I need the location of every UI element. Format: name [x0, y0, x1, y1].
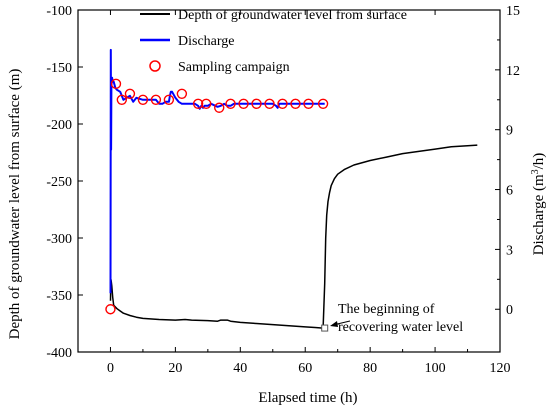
sampling-point: [192, 98, 204, 109]
annotation-arrowhead: [330, 321, 338, 327]
sampling-point: [225, 98, 236, 109]
x-tick-label: 20: [168, 361, 182, 376]
y-left-tick-label: -300: [46, 232, 72, 247]
sampling-point: [238, 98, 249, 109]
y-left-tick-label: -400: [46, 346, 72, 361]
sampling-point: [124, 88, 136, 99]
y-left-tick-label: -350: [46, 289, 72, 304]
y-axis-right-label: Discharge (m3/h): [530, 153, 548, 256]
sampling-point: [251, 98, 262, 109]
y-right-tick-label: 0: [506, 303, 513, 318]
sampling-point: [290, 98, 301, 109]
y-right-tick-label: 9: [506, 124, 513, 139]
x-tick-label: 40: [233, 361, 247, 376]
sampling-point: [264, 98, 275, 109]
sampling-point: [317, 98, 329, 109]
x-tick-label: 80: [363, 361, 377, 376]
sampling-point: [214, 102, 225, 113]
sampling-point: [277, 98, 288, 109]
depth-line: [109, 144, 478, 329]
y-left-tick-label: -200: [46, 118, 72, 133]
sampling-point: [176, 88, 188, 99]
annotation: The beginning of recovering water level: [321, 302, 463, 335]
y-left-tick-label: -150: [46, 61, 72, 76]
y-left-tick-label: -250: [46, 175, 72, 190]
annotation-marker: [321, 324, 329, 332]
sampling-point: [150, 94, 162, 105]
y-right-tick-label: 6: [506, 184, 513, 199]
y-right-tick-label: 15: [506, 4, 520, 19]
sampling-point: [303, 98, 314, 109]
y-axis-left-label: Depth of groundwater level from surface …: [7, 69, 23, 340]
y-axis-right-label-prefix: Discharge (m: [531, 174, 547, 255]
y-left-tick-label: -100: [46, 4, 72, 19]
series-layer: [105, 48, 478, 329]
sampling-point: [110, 78, 122, 90]
y-right-tick-label: 3: [506, 243, 513, 258]
legend: Depth of groundwater level from surface …: [140, 8, 407, 75]
legend-depth-label: Depth of groundwater level from surface: [178, 8, 407, 23]
y-right-tick-label: 12: [506, 64, 520, 79]
y-axis-right-label-sup: 3: [530, 169, 541, 174]
sampling-point: [201, 98, 212, 109]
legend-sampling-marker: [149, 60, 161, 72]
x-tick-label: 120: [490, 361, 511, 376]
annotation-line-1: The beginning of: [338, 302, 435, 317]
x-tick-label: 60: [298, 361, 312, 376]
annotation-line-2: recovering water level: [338, 320, 463, 335]
sampling-point: [116, 94, 128, 105]
x-tick-label: 100: [425, 361, 446, 376]
x-axis-label: Elapsed time (h): [258, 390, 357, 406]
legend-sampling-label: Sampling campaign: [178, 60, 290, 75]
axes-layer: 0 20 40 60 80 100 120-100-150-200-250-300-350-…: [46, 4, 520, 376]
legend-discharge-label: Discharge: [178, 34, 235, 49]
sampling-point: [163, 94, 175, 105]
sampling-point: [105, 304, 116, 315]
x-tick-label: 0: [107, 361, 114, 376]
discharge-line: [109, 48, 325, 294]
sampling-point: [137, 94, 149, 105]
y-axis-right-label-suffix: /h): [531, 153, 547, 170]
